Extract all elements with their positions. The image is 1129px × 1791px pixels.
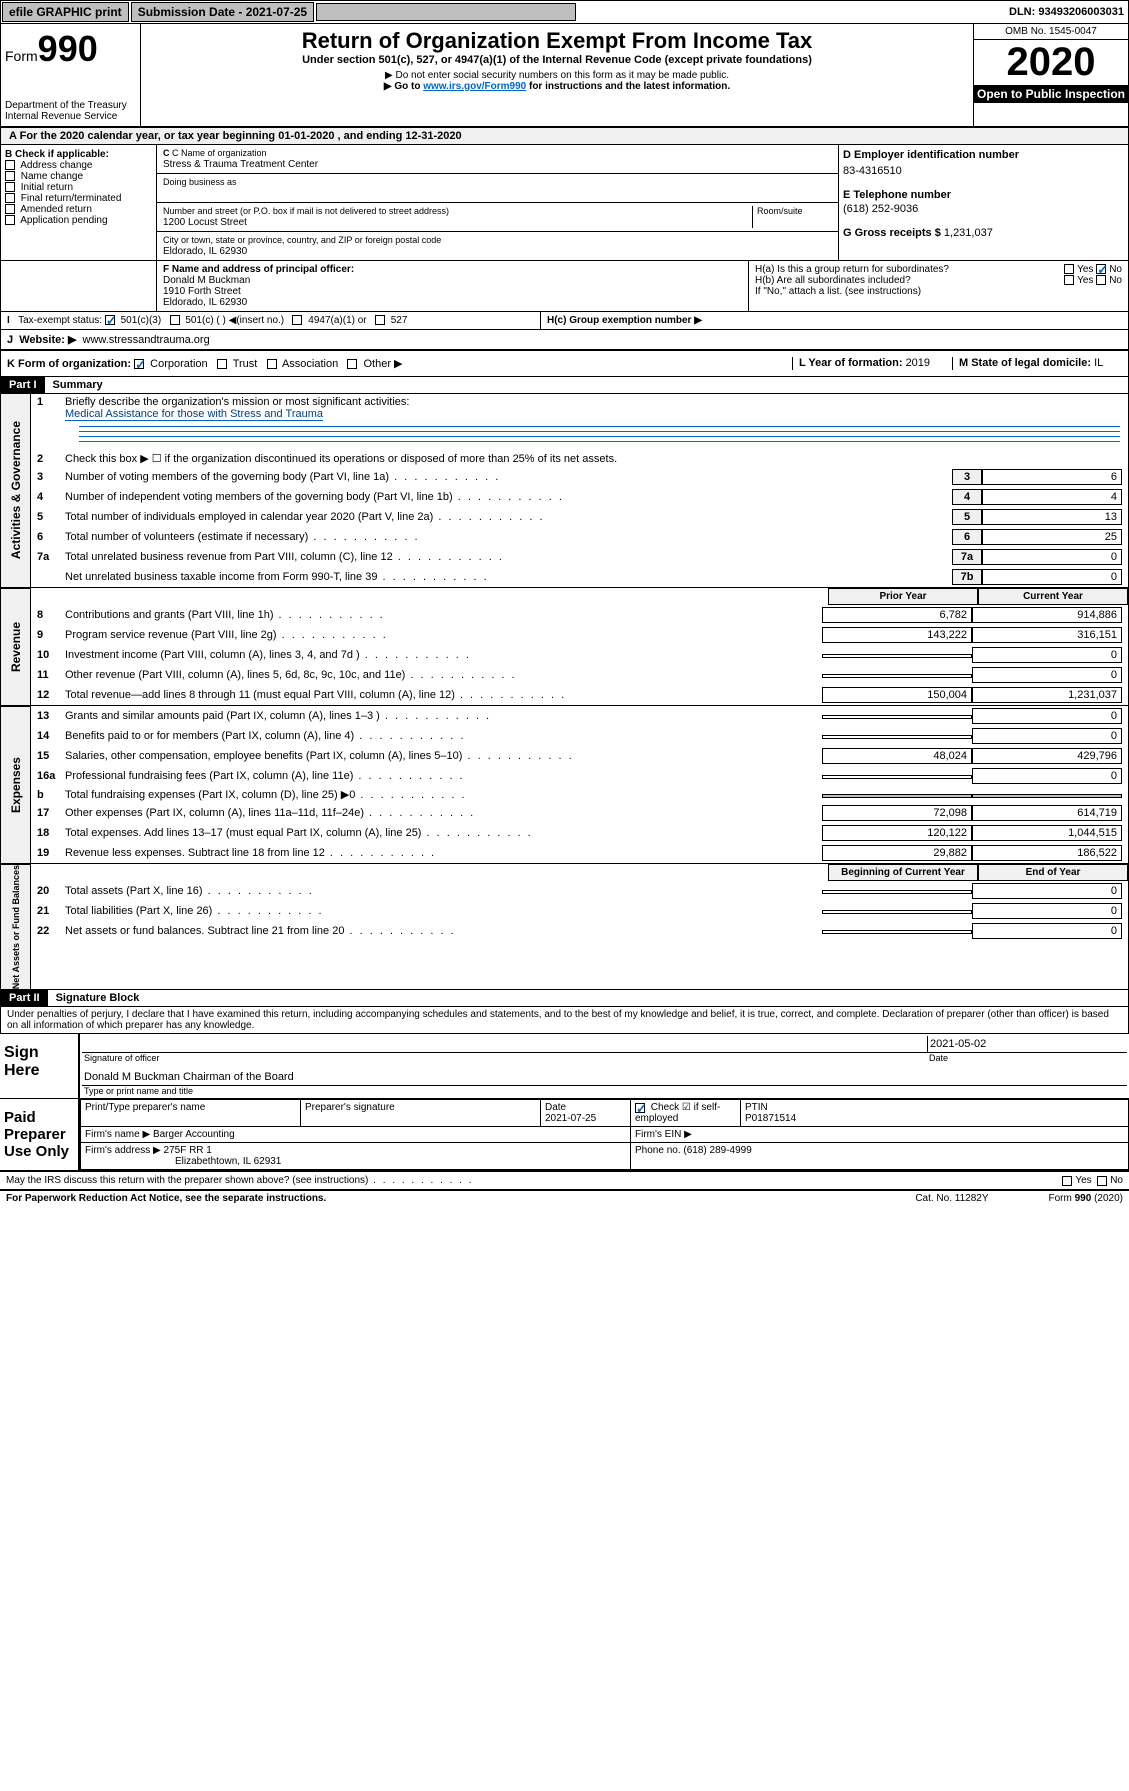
- irs-label: Internal Revenue Service: [5, 111, 136, 122]
- ein: 83-4316510: [843, 165, 1124, 177]
- firm-name: Barger Accounting: [153, 1129, 235, 1140]
- line-9: 9Program service revenue (Part VIII, lin…: [31, 625, 1128, 645]
- line-11: 11Other revenue (Part VIII, column (A), …: [31, 665, 1128, 685]
- line-8: 8Contributions and grants (Part VIII, li…: [31, 605, 1128, 625]
- line-4: 4Number of independent voting members of…: [31, 487, 1128, 507]
- vlabel-expenses: Expenses: [9, 757, 23, 813]
- line-7a: 7aTotal unrelated business revenue from …: [31, 547, 1128, 567]
- line-10: 10Investment income (Part VIII, column (…: [31, 645, 1128, 665]
- efile-button[interactable]: efile GRAPHIC print: [2, 2, 129, 22]
- box-d-e-g: D Employer identification number 83-4316…: [838, 145, 1128, 260]
- form-number: Form990: [5, 28, 136, 70]
- submission-date-button[interactable]: Submission Date - 2021-07-25: [131, 2, 314, 22]
- line-19: 19Revenue less expenses. Subtract line 1…: [31, 843, 1128, 863]
- box-b: B Check if applicable: Address change Na…: [1, 145, 156, 260]
- dln-label: DLN: 93493206003031: [1009, 6, 1128, 18]
- part2-header: Part IISignature Block: [0, 990, 1129, 1007]
- col-prior: Prior Year: [828, 588, 978, 605]
- line-12: 12Total revenue—add lines 8 through 11 (…: [31, 685, 1128, 705]
- col-begin: Beginning of Current Year: [828, 864, 978, 881]
- part1-header: Part ISummary: [0, 377, 1129, 394]
- line-17: 17Other expenses (Part IX, column (A), l…: [31, 803, 1128, 823]
- line-20: 20Total assets (Part X, line 16)0: [31, 881, 1128, 901]
- paid-preparer-label: Paid Preparer Use Only: [0, 1099, 80, 1170]
- footer: For Paperwork Reduction Act Notice, see …: [0, 1189, 1129, 1206]
- checkbox-final-return-terminated[interactable]: Final return/terminated: [5, 193, 152, 204]
- note-ssn: ▶ Do not enter social security numbers o…: [145, 70, 969, 81]
- col-current: Current Year: [978, 588, 1128, 605]
- prep-phone: (618) 289-4999: [683, 1145, 751, 1156]
- tax-period: A For the 2020 calendar year, or tax yea…: [1, 128, 1128, 145]
- box-hc: H(c) Group exemption number ▶: [541, 312, 1128, 329]
- dept-label: Department of the Treasury: [5, 100, 136, 111]
- note-link: ▶ Go to www.irs.gov/Form990 for instruct…: [145, 81, 969, 92]
- box-h: H(a) Is this a group return for subordin…: [748, 261, 1128, 311]
- org-name: Stress & Trauma Treatment Center: [163, 159, 318, 170]
- line-16a: 16aProfessional fundraising fees (Part I…: [31, 766, 1128, 786]
- perjury-text: Under penalties of perjury, I declare th…: [0, 1007, 1129, 1034]
- box-f: F Name and address of principal officer:…: [156, 261, 748, 311]
- checkbox-application-pending[interactable]: Application pending: [5, 215, 152, 226]
- discuss-row: May the IRS discuss this return with the…: [0, 1172, 1129, 1189]
- form-subtitle: Under section 501(c), 527, or 4947(a)(1)…: [145, 54, 969, 66]
- blank-button[interactable]: [316, 3, 576, 21]
- ptin: P01871514: [745, 1113, 796, 1124]
- line-14: 14Benefits paid to or for members (Part …: [31, 726, 1128, 746]
- form-title: Return of Organization Exempt From Incom…: [145, 28, 969, 54]
- checkbox-name-change[interactable]: Name change: [5, 171, 152, 182]
- line-3: 3Number of voting members of the governi…: [31, 467, 1128, 487]
- checkbox-initial-return[interactable]: Initial return: [5, 182, 152, 193]
- line-15: 15Salaries, other compensation, employee…: [31, 746, 1128, 766]
- omb-number: OMB No. 1545-0047: [974, 24, 1128, 40]
- line-22: 22Net assets or fund balances. Subtract …: [31, 921, 1128, 941]
- top-bar: efile GRAPHIC print Submission Date - 20…: [0, 0, 1129, 24]
- sig-date: 2021-05-02: [927, 1036, 1127, 1053]
- phone: (618) 252-9036: [843, 203, 1124, 215]
- website: www.stressandtrauma.org: [83, 334, 210, 346]
- form-header: Form990 Department of the Treasury Inter…: [0, 24, 1129, 128]
- officer-name: Donald M Buckman Chairman of the Board: [82, 1069, 1127, 1086]
- col-end: End of Year: [978, 864, 1128, 881]
- preparer-table: Print/Type preparer's name Preparer's si…: [80, 1099, 1129, 1170]
- line-b: bTotal fundraising expenses (Part IX, co…: [31, 786, 1128, 803]
- checkbox-amended-return[interactable]: Amended return: [5, 204, 152, 215]
- irs-link[interactable]: www.irs.gov/Form990: [423, 81, 526, 92]
- line-13: 13Grants and similar amounts paid (Part …: [31, 706, 1128, 726]
- checkbox-address-change[interactable]: Address change: [5, 160, 152, 171]
- vlabel-revenue: Revenue: [9, 622, 23, 672]
- line-18: 18Total expenses. Add lines 13–17 (must …: [31, 823, 1128, 843]
- org-city: Eldorado, IL 62930: [163, 246, 247, 257]
- org-address: 1200 Locust Street: [163, 217, 247, 228]
- line-7b: Net unrelated business taxable income fr…: [31, 567, 1128, 587]
- tax-year: 2020: [1007, 40, 1096, 84]
- gross-receipts: 1,231,037: [944, 227, 993, 239]
- line-21: 21Total liabilities (Part X, line 26)0: [31, 901, 1128, 921]
- box-c: C C Name of organizationStress & Trauma …: [156, 145, 838, 260]
- vlabel-netassets: Net Assets or Fund Balances: [11, 865, 21, 989]
- sign-here-label: Sign Here: [0, 1034, 80, 1098]
- mission-text: Medical Assistance for those with Stress…: [65, 408, 323, 421]
- vlabel-governance: Activities & Governance: [9, 421, 23, 559]
- line-5: 5Total number of individuals employed in…: [31, 507, 1128, 527]
- open-inspection: Open to Public Inspection: [974, 85, 1128, 103]
- line-6: 6Total number of volunteers (estimate if…: [31, 527, 1128, 547]
